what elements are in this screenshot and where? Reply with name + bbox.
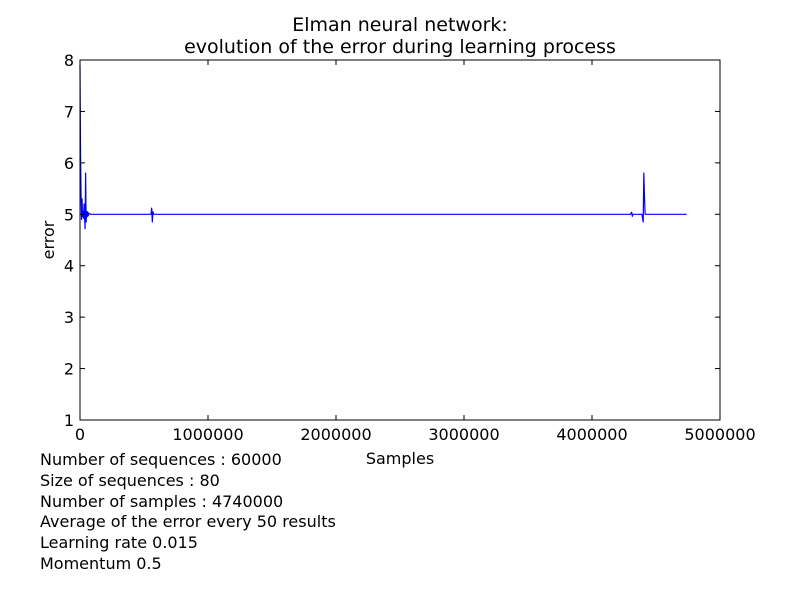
y-tick-label: 1: [64, 411, 74, 430]
chart-title-line-1: Elman neural network:: [292, 14, 508, 36]
plot-frame: [79, 59, 721, 421]
info-line-sequence-size: Size of sequences : 80: [40, 470, 220, 490]
x-axis-label: Samples: [366, 449, 434, 468]
y-tick-label: 6: [64, 154, 74, 173]
y-tick-label: 8: [64, 51, 74, 70]
y-tick-label: 7: [64, 102, 74, 121]
y-tick-label: 3: [64, 308, 74, 327]
chart-title-line-2: evolution of the error during learning p…: [184, 36, 616, 58]
x-tick-label: 3000000: [428, 425, 499, 444]
x-tick-label: 4000000: [556, 425, 627, 444]
x-tick-label: 0: [75, 425, 85, 444]
y-axis-label: error: [39, 220, 58, 259]
y-tick-label: 4: [64, 257, 74, 276]
info-line-averaging: Average of the error every 50 results: [40, 512, 336, 532]
info-line-momentum: Momentum 0.5: [40, 553, 162, 573]
y-tick-label: 2: [64, 360, 74, 379]
x-tick-label: 5000000: [684, 425, 755, 444]
info-line-samples: Number of samples : 4740000: [40, 491, 284, 511]
x-tick-label: 1000000: [172, 425, 243, 444]
info-line-sequences: Number of sequences : 60000: [40, 450, 282, 469]
y-tick-label: 5: [64, 205, 74, 224]
x-tick-label: 2000000: [300, 425, 371, 444]
run-parameters: Number of sequences : 60000 Size of sequ…: [40, 450, 336, 575]
plot-area: 0 1000000 2000000 3000000 4000000 5000000 1 2 3 4…: [64, 51, 756, 444]
series-line-0: [79, 65, 687, 230]
info-line-learning-rate: Learning rate 0.015: [40, 533, 198, 553]
